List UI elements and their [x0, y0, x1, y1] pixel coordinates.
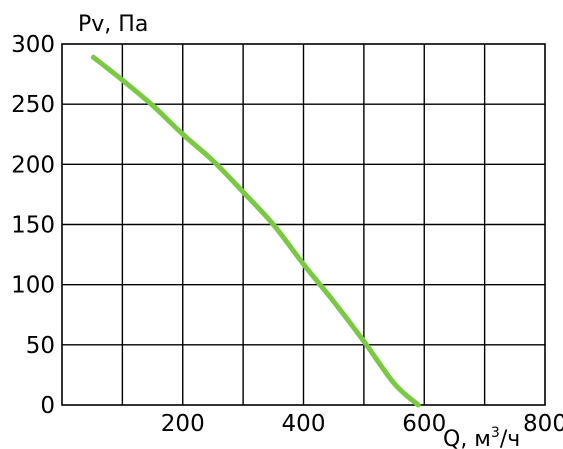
x-axis-title-tail: /ч	[500, 427, 520, 449]
x-axis-title: Q, м3/ч	[443, 425, 520, 449]
series-line	[90, 54, 421, 408]
y-tick-label: 0	[40, 393, 55, 419]
plot-frame	[61, 43, 546, 406]
chart-grid	[61, 43, 546, 406]
y-tick-label: 250	[11, 92, 55, 118]
x-axis-ticks: 200 400 600 800	[161, 411, 563, 437]
y-tick-label: 200	[11, 152, 55, 178]
x-tick-label: 600	[402, 411, 446, 437]
y-tick-label: 100	[11, 273, 55, 299]
x-tick-label: 200	[161, 411, 205, 437]
x-tick-label: 400	[282, 411, 326, 437]
x-axis-title-main: Q, м	[443, 427, 491, 449]
y-tick-label: 50	[26, 333, 55, 359]
chart-series	[90, 54, 421, 408]
y-tick-label: 150	[11, 213, 55, 239]
y-axis-title: Pv, Па	[78, 12, 148, 37]
y-tick-label: 300	[11, 32, 55, 58]
x-tick-label: 800	[523, 411, 563, 437]
x-axis-title-superscript: 3	[491, 425, 500, 441]
y-axis-ticks: 0 50 100 150 200 250 300	[11, 32, 55, 419]
